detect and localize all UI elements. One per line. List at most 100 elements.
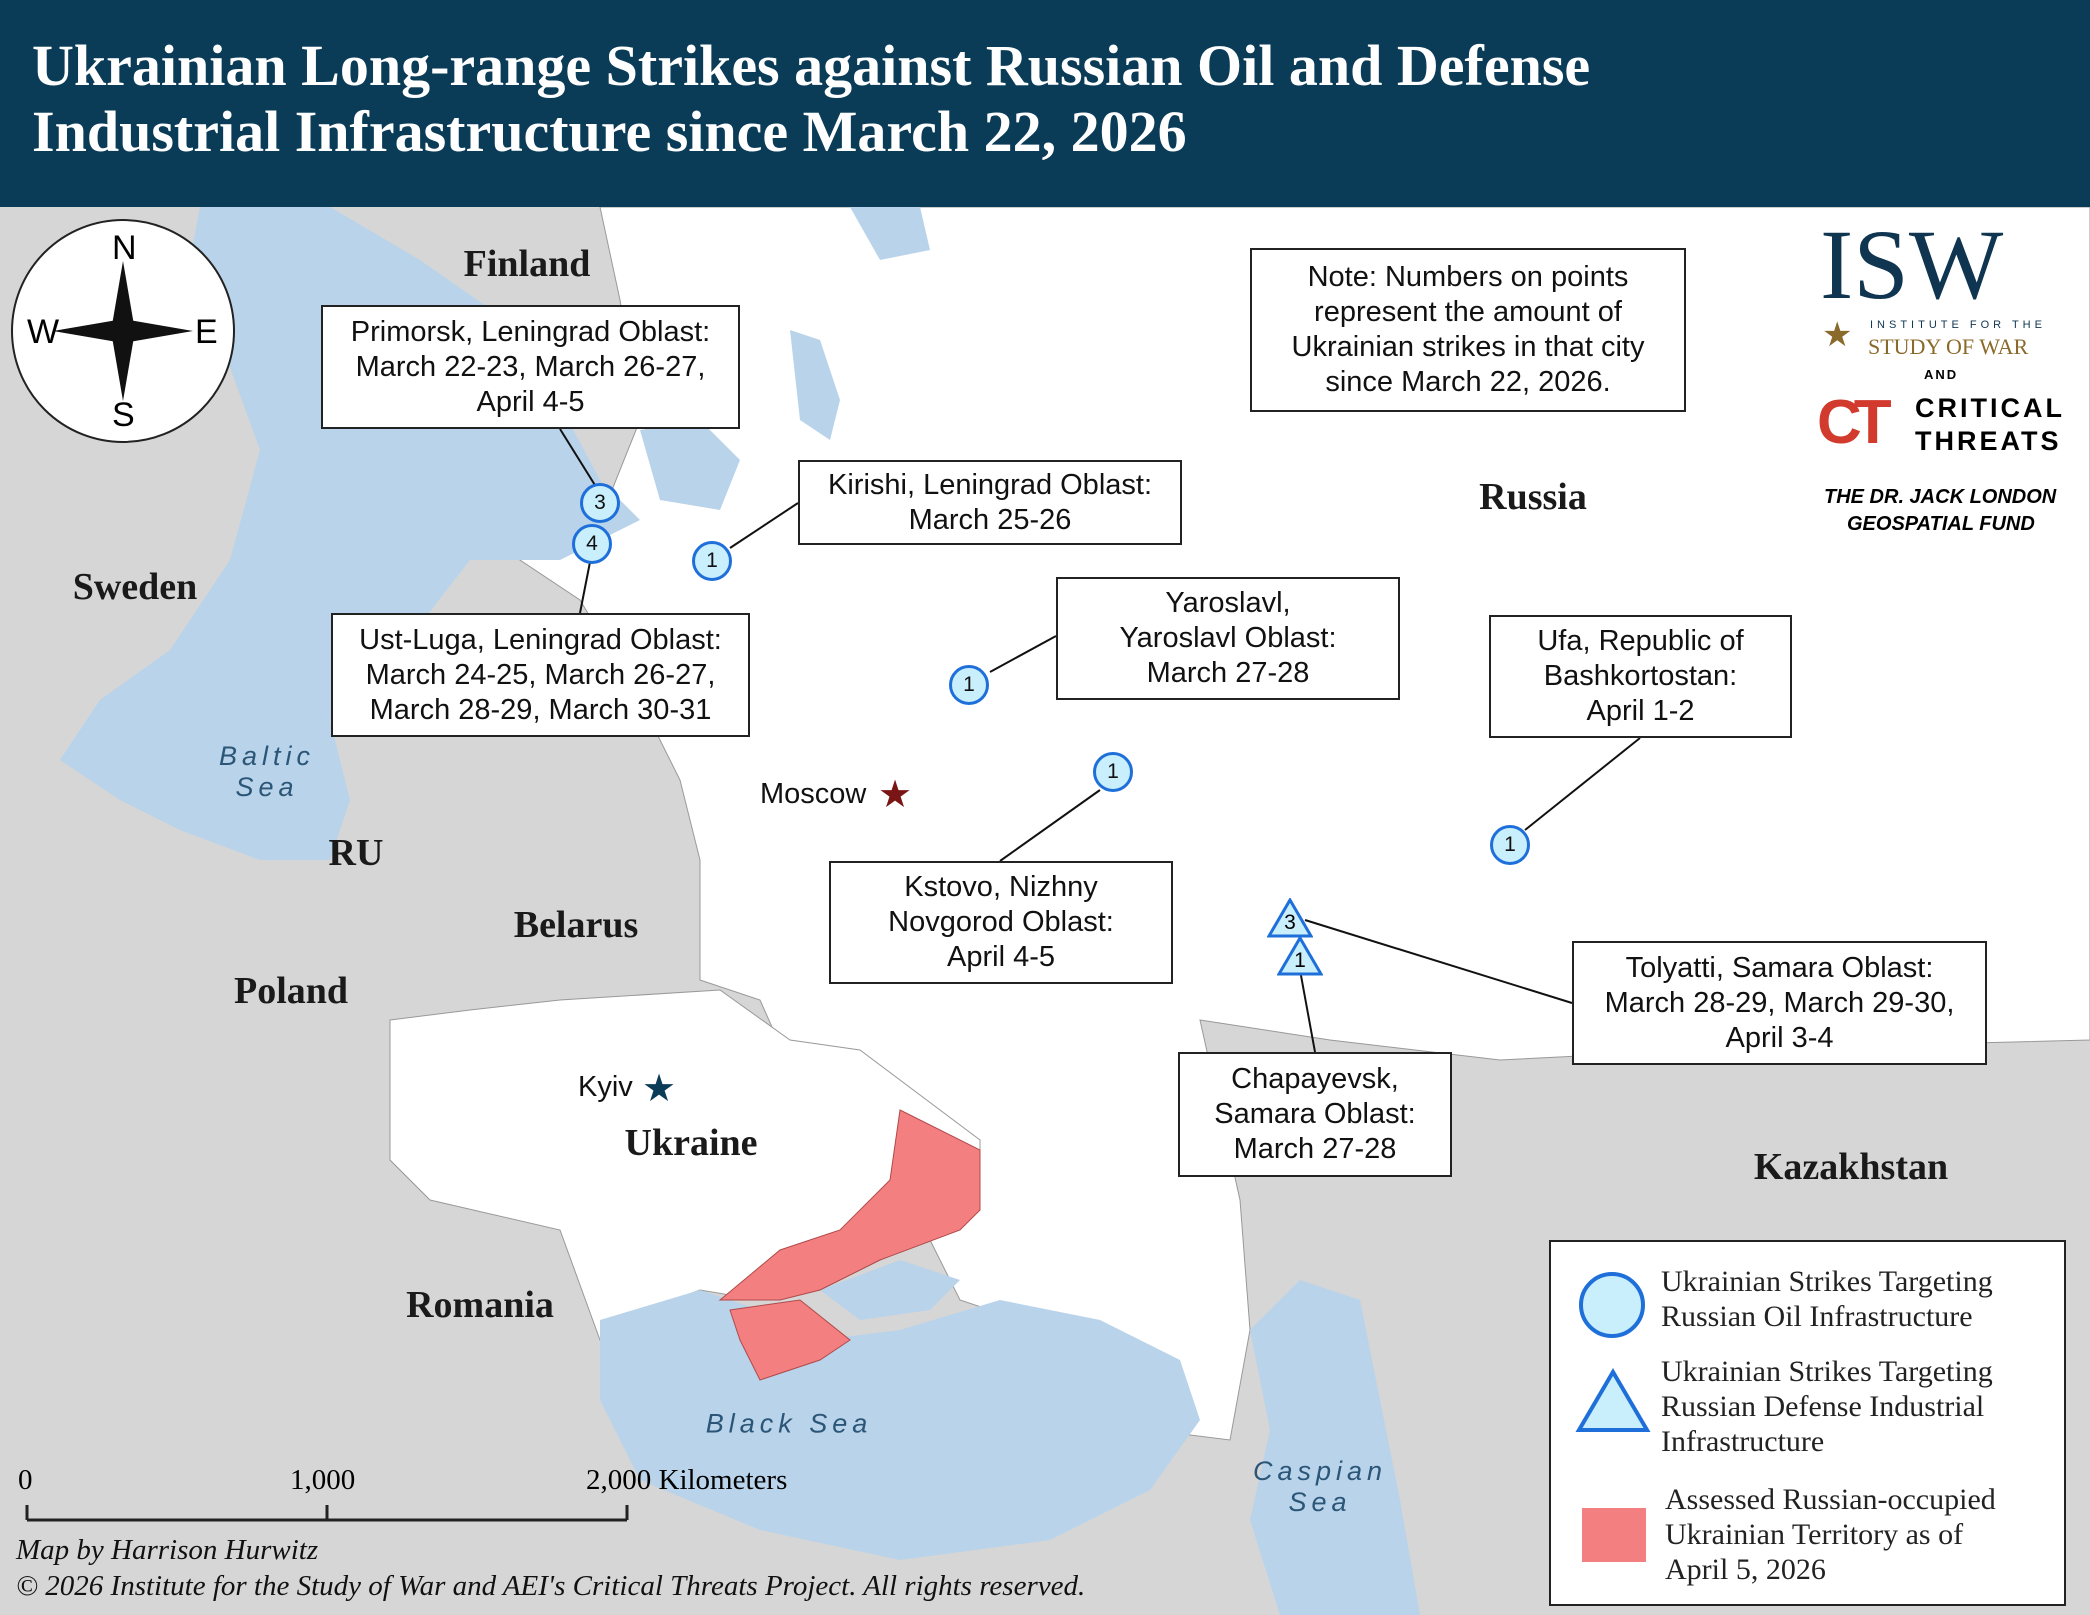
label-baltic-sea: Baltic Sea (219, 741, 315, 803)
legend-oil-circle-icon (1579, 1272, 1645, 1338)
scale-label-0: 0 (18, 1464, 33, 1496)
callout-line: March 24-25, March 26-27, (365, 658, 716, 691)
callout-chapayevsk: Chapayevsk, Samara Oblast: March 27-28 (1178, 1052, 1452, 1177)
callout-line: April 1-2 (1586, 695, 1695, 727)
label-finland: Finland (463, 243, 591, 285)
title-line-2: Industrial Infrastructure since March 22… (32, 99, 1187, 164)
callout-line: Chapayevsk, (1231, 1063, 1399, 1095)
lake-onega (790, 330, 840, 440)
legend-line: April 5, 2026 (1665, 1553, 1826, 1586)
marker-count: 1 (1294, 949, 1306, 972)
lake-ladoga (640, 420, 740, 510)
callout-line: March 22-23, March 26-27, (355, 350, 706, 383)
note-line: since March 22, 2026. (1325, 366, 1611, 398)
compass-w: W (27, 313, 60, 351)
callout-line: Ufa, Republic of (1537, 625, 1744, 657)
label-belarus: Belarus (513, 904, 639, 946)
credit-author: Map by Harrison Hurwitz (16, 1534, 319, 1566)
note-box: Note: Numbers on points represent the amo… (1250, 248, 1686, 412)
defense-strike-marker-chapayevsk[interactable]: 1 (1277, 936, 1323, 976)
map-base (0, 207, 2090, 1615)
callout-line: Novgorod Oblast: (888, 906, 1114, 938)
callout-ufa: Ufa, Republic of Bashkortostan: April 1-2 (1489, 615, 1792, 738)
legend-line: Ukrainian Territory as of (1665, 1518, 1964, 1551)
callout-kirishi: Kirishi, Leningrad Oblast: March 25-26 (798, 460, 1182, 545)
oil-strike-marker-kirishi[interactable]: 1 (692, 541, 732, 581)
label-russia: Russia (1479, 476, 1587, 518)
defense-strike-marker-tolyatti[interactable]: 3 (1267, 898, 1313, 938)
oil-strike-marker-kstovo[interactable]: 1 (1093, 752, 1133, 792)
scale-label-2000: 2,000 Kilometers (586, 1464, 788, 1496)
legend-defense-triangle-icon (1575, 1368, 1651, 1432)
caspian-sea (1250, 1280, 1420, 1615)
sea-of-azov (820, 1260, 960, 1320)
legend-line: Russian Oil Infrastructure (1661, 1300, 1973, 1333)
legend-line: Infrastructure (1661, 1425, 1825, 1458)
marker-count: 3 (1284, 911, 1296, 934)
caspian-line-2: Sea (1288, 1487, 1352, 1517)
label-poland: Poland (233, 970, 349, 1012)
callout-line: Primorsk, Leningrad Oblast: (350, 315, 711, 348)
isw-subtitle-2: STUDY OF WAR (1868, 334, 2029, 359)
note-line: represent the amount of (1314, 296, 1622, 328)
ct-text-2: THREATS (1915, 426, 2062, 456)
callout-line: Bashkortostan: (1543, 660, 1738, 692)
callout-line: Kirishi, Leningrad Oblast: (828, 468, 1152, 501)
legend-occupied-swatch (1582, 1508, 1646, 1562)
compass-s: S (112, 396, 135, 434)
triangle-icon (1277, 936, 1323, 976)
scale-label-1000: 1,000 (290, 1464, 356, 1496)
isw-star-icon: ★ (1822, 316, 1853, 354)
legend-item-occupied: Assessed Russian-occupied Ukrainian Terri… (1665, 1482, 1996, 1587)
label-sweden: Sweden (72, 566, 198, 608)
callout-line: March 27-28 (1233, 1133, 1397, 1165)
moscow-star-icon: ★ (878, 774, 913, 816)
callout-line: March 25-26 (908, 503, 1072, 536)
callout-line: Yaroslavl, (1165, 587, 1291, 619)
label-kazakhstan: Kazakhstan (1753, 1146, 1949, 1188)
callout-line: Yaroslavl Oblast: (1119, 622, 1337, 654)
baltic-line-1: Baltic (218, 741, 316, 771)
ct-mark-icon: CT (1817, 388, 1892, 457)
callout-kstovo: Kstovo, Nizhny Novgorod Oblast: April 4-5 (829, 861, 1173, 984)
ct-text-1: CRITICAL (1915, 393, 2065, 423)
isw-subtitle-1: INSTITUTE FOR THE (1870, 319, 2046, 331)
oil-strike-marker-ufa[interactable]: 1 (1490, 825, 1530, 865)
label-ru: RU (328, 832, 384, 874)
label-romania: Romania (406, 1284, 554, 1326)
callout-line: April 3-4 (1725, 1021, 1834, 1054)
callout-ust-luga: Ust-Luga, Leningrad Oblast: March 24-25, … (331, 613, 750, 737)
triangle-icon (1267, 898, 1313, 938)
legend: Ukrainian Strikes Targeting Russian Oil I… (1549, 1240, 2066, 1606)
leader-lines (559, 428, 1641, 1053)
credit-copyright: © 2026 Institute for the Study of War an… (16, 1570, 1086, 1602)
callout-line: Samara Oblast: (1214, 1098, 1416, 1130)
compass-n: N (112, 229, 137, 267)
callout-line: March 28-29, March 30-31 (369, 693, 712, 726)
title-banner: Ukrainian Long-range Strikes against Rus… (0, 0, 2090, 207)
legend-line: Ukrainian Strikes Targeting (1661, 1265, 1993, 1298)
label-black-sea: Black Sea (705, 1408, 873, 1439)
compass-e: E (195, 313, 218, 351)
callout-line: April 4-5 (947, 941, 1055, 973)
white-sea (850, 207, 930, 260)
oil-strike-marker-ust-luga[interactable]: 4 (572, 524, 612, 564)
fund-text-1: THE DR. JACK LONDON (1824, 486, 2057, 508)
legend-line: Assessed Russian-occupied (1665, 1483, 1996, 1516)
note-line: Ukrainian strikes in that city (1291, 331, 1645, 363)
compass-rose: N S W E (11, 219, 235, 443)
city-kyiv: Kyiv (578, 1071, 633, 1103)
oil-strike-marker-primorsk[interactable]: 3 (580, 483, 620, 523)
callout-primorsk: Primorsk, Leningrad Oblast: March 22-23, … (321, 305, 740, 429)
kyiv-star-icon: ★ (642, 1068, 677, 1110)
label-ukraine: Ukraine (624, 1122, 758, 1164)
callout-line: Ust-Luga, Leningrad Oblast: (359, 623, 722, 656)
oil-strike-marker-yaroslavl[interactable]: 1 (949, 665, 989, 705)
occupied-crimea (729, 1299, 851, 1381)
baltic-line-2: Sea (235, 772, 299, 802)
callout-line: March 28-29, March 29-30, (1604, 986, 1955, 1019)
legend-item-defense: Ukrainian Strikes Targeting Russian Defen… (1661, 1354, 1993, 1459)
fund-text-2: GEOSPATIAL FUND (1847, 513, 2035, 535)
callout-line: April 4-5 (476, 385, 585, 418)
label-caspian-sea: Caspian Sea (1253, 1456, 1387, 1518)
